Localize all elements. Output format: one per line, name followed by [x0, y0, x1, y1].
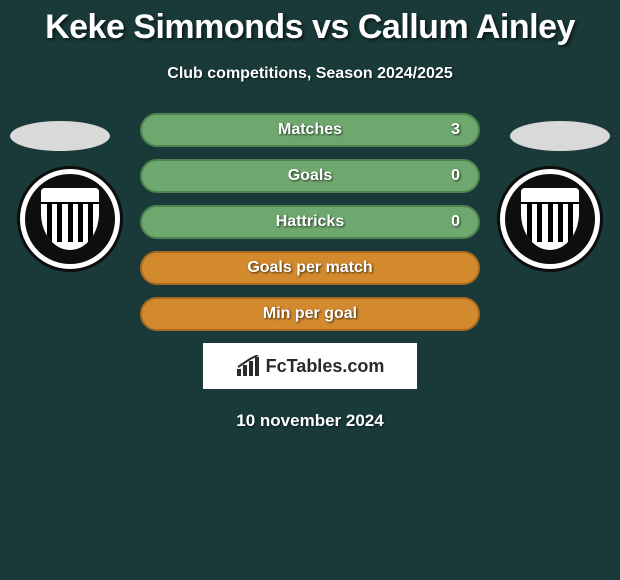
crest-stripe: [568, 200, 573, 242]
stat-bars: Matches 3 Goals 0 Hattricks 0 Goals per …: [140, 113, 480, 331]
chart-icon: [236, 355, 262, 377]
crest-stripe: [558, 200, 563, 242]
crest-band: [521, 188, 579, 204]
crest-stripe: [88, 200, 93, 242]
stat-label: Hattricks: [276, 213, 344, 231]
crest-stripe: [527, 200, 532, 242]
stat-label: Matches: [278, 121, 342, 139]
player-left-silhouette: [10, 121, 110, 151]
stat-label: Goals: [288, 167, 332, 185]
crest-band: [41, 188, 99, 204]
stat-label: Min per goal: [263, 305, 357, 323]
stat-bar-matches: Matches 3: [140, 113, 480, 147]
page-title: Keke Simmonds vs Callum Ainley: [0, 0, 620, 47]
player-right-silhouette: [510, 121, 610, 151]
page-subtitle: Club competitions, Season 2024/2025: [0, 65, 620, 83]
crest-stripe: [68, 200, 73, 242]
club-crest-left: [20, 169, 120, 269]
stat-bar-goals: Goals 0: [140, 159, 480, 193]
stat-value: 0: [451, 167, 460, 185]
crest-stripe: [537, 200, 542, 242]
stat-label: Goals per match: [247, 259, 372, 277]
club-crest-right: [500, 169, 600, 269]
comparison-panel: Matches 3 Goals 0 Hattricks 0 Goals per …: [0, 113, 620, 431]
brand-name: FcTables.com: [266, 356, 385, 377]
stat-bar-goals-per-match: Goals per match: [140, 251, 480, 285]
crest-stripe: [47, 200, 52, 242]
stat-bar-min-per-goal: Min per goal: [140, 297, 480, 331]
brand-box: FcTables.com: [203, 343, 417, 389]
stat-bar-hattricks: Hattricks 0: [140, 205, 480, 239]
stat-value: 0: [451, 213, 460, 231]
stat-value: 3: [451, 121, 460, 139]
snapshot-date: 10 november 2024: [0, 411, 620, 431]
crest-stripe: [78, 200, 83, 242]
crest-stripe: [548, 200, 553, 242]
crest-stripe: [57, 200, 62, 242]
